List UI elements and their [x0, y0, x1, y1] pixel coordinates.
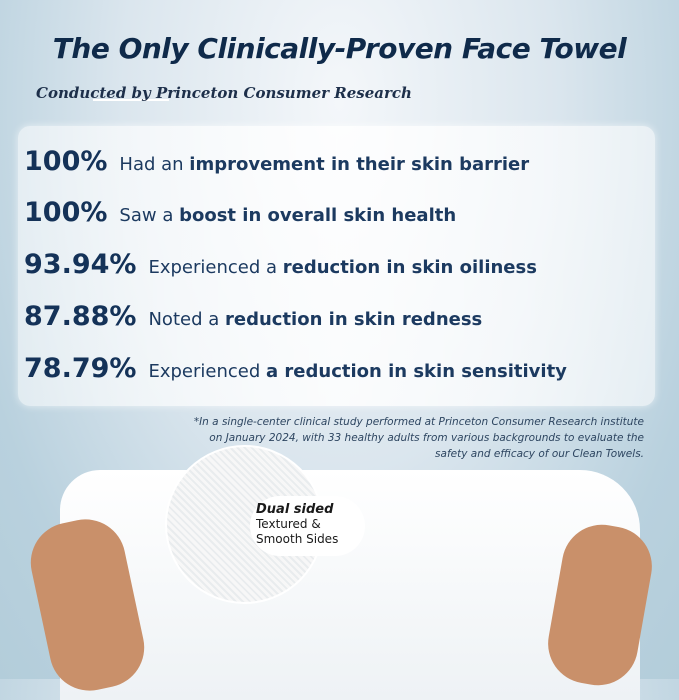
stat-text: Experienced a [148, 257, 283, 278]
subtitle: Conducted by Princeton Consumer Research [36, 84, 412, 102]
stat-text: Experienced [148, 361, 266, 382]
stat-highlight: a reduction in skin sensitivity [266, 361, 567, 382]
stat-row: 100% Had an improvement in their skin bar… [24, 146, 529, 177]
badge-title: Dual sided [256, 502, 334, 517]
stat-text: Had an [119, 154, 190, 175]
stat-value: 87.88% [24, 301, 137, 332]
stat-highlight: improvement in their skin barrier [189, 154, 530, 175]
badge-line1: Textured & [256, 517, 321, 531]
stat-value: 100% [24, 197, 108, 228]
footnote: *In a single-center clinical study perfo… [193, 416, 644, 460]
title-divider [93, 99, 169, 101]
stat-highlight: reduction in skin redness [224, 309, 483, 330]
stat-row: 100% Saw a boost in overall skin health [24, 197, 456, 228]
page-title: The Only Clinically-Proven Face Towel [52, 32, 627, 65]
stat-highlight: reduction in skin oiliness [282, 257, 537, 278]
dual-sided-badge: Dual sided Textured & Smooth Sides [250, 496, 365, 556]
stats-panel: 100% Had an improvement in their skin bar… [18, 126, 655, 406]
stat-value: 93.94% [24, 249, 137, 280]
stat-value: 100% [24, 146, 108, 177]
stat-highlight: boost in overall skin health [179, 205, 457, 226]
stat-row: 93.94% Experienced a reduction in skin oi… [24, 249, 537, 280]
stat-text: Saw a [119, 205, 180, 226]
stat-row: 87.88% Noted a reduction in skin redness [24, 301, 482, 332]
badge-line2: Smooth Sides [256, 532, 339, 546]
stat-text: Noted a [148, 309, 225, 330]
stat-row: 78.79% Experienced a reduction in skin se… [24, 353, 567, 384]
stat-value: 78.79% [24, 353, 137, 384]
